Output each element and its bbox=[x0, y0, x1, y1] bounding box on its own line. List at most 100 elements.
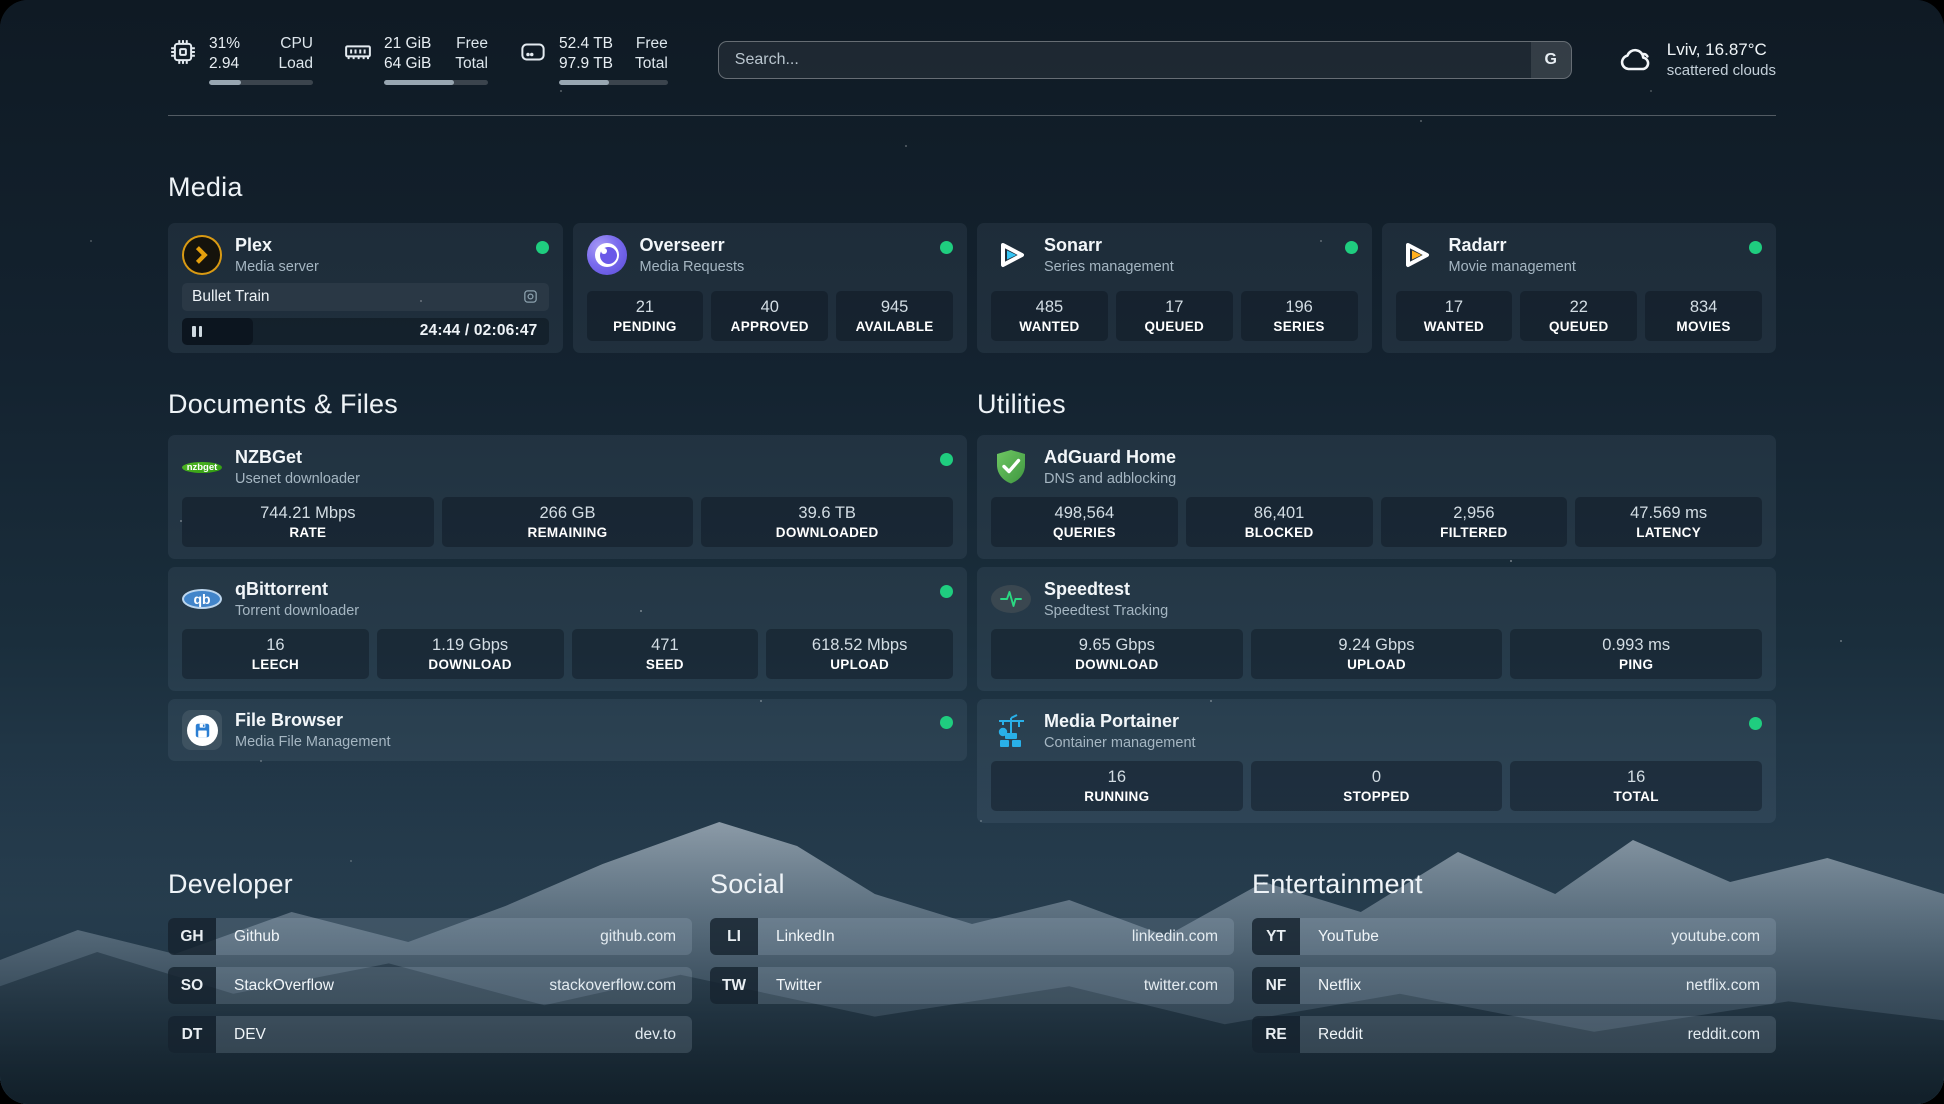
stat-box: 22 QUEUED bbox=[1520, 291, 1638, 342]
now-playing-icon[interactable] bbox=[522, 288, 539, 305]
stat-value: 498,564 bbox=[1054, 504, 1115, 523]
playback-progress-fill bbox=[182, 317, 254, 345]
stat-box: 16 TOTAL bbox=[1510, 761, 1762, 812]
bookmark-url: reddit.com bbox=[1687, 1025, 1760, 1043]
bookmark-name: LinkedIn bbox=[776, 927, 835, 945]
bookmark-url: linkedin.com bbox=[1131, 927, 1218, 945]
stat-label: LEECH bbox=[251, 656, 299, 672]
search-engine-button[interactable]: G bbox=[1530, 41, 1571, 78]
overseerr-card[interactable]: Overseerr Media Requests 21 PENDING 40 A… bbox=[572, 223, 967, 354]
sonarr-card[interactable]: Sonarr Series management 485 WANTED 17 Q… bbox=[977, 223, 1372, 354]
bookmark-twitter[interactable]: TW Twitter twitter.com bbox=[710, 967, 1234, 1005]
pause-icon[interactable] bbox=[192, 325, 202, 337]
qbittorrent-card[interactable]: qb qBittorrent Torrent downloader 16 LEE… bbox=[168, 567, 967, 692]
stat-box: 47.569 ms LATENCY bbox=[1575, 497, 1762, 548]
memory-progress-track bbox=[384, 80, 488, 86]
bookmark-abbr: GH bbox=[168, 918, 216, 956]
stat-label: TOTAL bbox=[1613, 789, 1659, 805]
section-title-media: Media bbox=[168, 172, 243, 203]
stat-value: 618.52 Mbps bbox=[811, 635, 908, 654]
disk-values: 52.4 TB 97.9 TB bbox=[559, 35, 614, 73]
bookmark-url: dev.to bbox=[634, 1025, 676, 1043]
bookmark-url: twitter.com bbox=[1143, 976, 1218, 994]
stat-label: DOWNLOAD bbox=[428, 656, 512, 672]
bookmark-stackoverflow[interactable]: SO StackOverflow stackoverflow.com bbox=[168, 967, 692, 1005]
service-description: Media server bbox=[235, 258, 319, 275]
speedtest-card[interactable]: Speedtest Speedtest Tracking 9.65 Gbps D… bbox=[977, 567, 1776, 692]
overseerr-icon bbox=[586, 235, 627, 275]
stat-label: BLOCKED bbox=[1244, 525, 1314, 541]
stat-label: QUERIES bbox=[1052, 525, 1116, 541]
radarr-card[interactable]: Radarr Movie management 17 WANTED 22 QUE… bbox=[1381, 223, 1776, 354]
stat-box: 834 MOVIES bbox=[1645, 291, 1762, 342]
stat-box: 0.993 ms PING bbox=[1510, 628, 1762, 679]
stat-label: LATENCY bbox=[1636, 525, 1702, 541]
stat-box: 744.21 Mbps RATE bbox=[182, 496, 434, 547]
bookmark-name: DEV bbox=[234, 1025, 266, 1043]
utilities-column: Utilities bbox=[977, 389, 1776, 824]
stat-label: MOVIES bbox=[1676, 319, 1731, 335]
stat-value: 86,401 bbox=[1253, 504, 1305, 523]
bookmark-abbr: YT bbox=[1252, 918, 1300, 956]
playback-progress-bar[interactable]: 24:44 / 02:06:47 bbox=[182, 317, 549, 345]
nzbget-card[interactable]: nzbget NZBGet Usenet downloader 744.21 M… bbox=[168, 435, 967, 560]
stat-value: 47.569 ms bbox=[1630, 504, 1708, 523]
system-stats: 31% 2.94 CPU Load bbox=[168, 34, 668, 86]
adguard-card[interactable]: AdGuard Home DNS and adblocking 498,564 … bbox=[977, 435, 1776, 560]
stat-value: 9.65 Gbps bbox=[1078, 635, 1155, 654]
bookmark-youtube[interactable]: YT YouTube youtube.com bbox=[1252, 918, 1776, 956]
filebrowser-card[interactable]: File Browser Media File Management bbox=[168, 699, 967, 762]
bookmark-dev[interactable]: DT DEV dev.to bbox=[168, 1016, 692, 1054]
bookmark-abbr: TW bbox=[710, 967, 758, 1005]
weather-condition: scattered clouds bbox=[1666, 62, 1776, 80]
stat-value: 16 bbox=[1626, 768, 1646, 787]
bookmark-name: Reddit bbox=[1318, 1025, 1363, 1043]
stat-value: 17 bbox=[1165, 298, 1184, 317]
radarr-icon bbox=[1396, 235, 1436, 275]
disk-progress-track bbox=[559, 80, 668, 86]
status-dot bbox=[940, 585, 953, 599]
filebrowser-icon bbox=[182, 710, 222, 751]
stat-value: 485 bbox=[1035, 298, 1064, 317]
stat-label: WANTED bbox=[1423, 319, 1485, 335]
stat-label: AVAILABLE bbox=[855, 319, 934, 335]
memory-values: 21 GiB 64 GiB bbox=[384, 35, 432, 73]
bookmark-reddit[interactable]: RE Reddit reddit.com bbox=[1252, 1016, 1776, 1054]
stat-box: 39.6 TB DOWNLOADED bbox=[701, 496, 953, 547]
service-name: Radarr bbox=[1448, 235, 1507, 256]
stat-label: RUNNING bbox=[1084, 789, 1150, 805]
bookmark-netflix[interactable]: NF Netflix netflix.com bbox=[1252, 967, 1776, 1005]
section-title-social: Social bbox=[710, 869, 785, 900]
stat-label: QUEUED bbox=[1144, 319, 1205, 335]
bookmark-url: github.com bbox=[600, 927, 676, 945]
stat-box: 9.65 Gbps DOWNLOAD bbox=[991, 628, 1243, 679]
bookmark-url: youtube.com bbox=[1671, 927, 1760, 945]
stat-value: 0.993 ms bbox=[1602, 635, 1671, 654]
stat-label: APPROVED bbox=[730, 319, 809, 335]
service-description: Usenet downloader bbox=[235, 470, 360, 487]
plex-card[interactable]: Plex Media server Bullet Train bbox=[168, 223, 563, 354]
bookmark-linkedin[interactable]: LI LinkedIn linkedin.com bbox=[710, 918, 1234, 956]
section-title-developer: Developer bbox=[168, 869, 293, 900]
disk-labels: Free Total bbox=[635, 35, 668, 73]
cpu-values: 31% 2.94 bbox=[209, 35, 241, 73]
service-description: Media Requests bbox=[639, 258, 745, 275]
stat-label: DOWNLOAD bbox=[1075, 656, 1159, 672]
memory-stat: 21 GiB 64 GiB Free Total bbox=[343, 34, 488, 86]
service-description: Series management bbox=[1044, 259, 1174, 276]
portainer-card[interactable]: Media Portainer Container management 16 … bbox=[977, 699, 1776, 824]
section-title-utilities: Utilities bbox=[977, 389, 1066, 420]
stat-box: 471 SEED bbox=[571, 628, 759, 679]
status-dot bbox=[1344, 241, 1358, 255]
search-input[interactable] bbox=[718, 41, 1531, 78]
stat-label: REMAINING bbox=[527, 524, 608, 540]
bookmark-github[interactable]: GH Github github.com bbox=[168, 918, 692, 956]
stat-value: 17 bbox=[1444, 298, 1464, 317]
stat-label: PENDING bbox=[613, 319, 677, 335]
stat-box: 0 STOPPED bbox=[1250, 761, 1503, 812]
plex-icon bbox=[182, 235, 222, 275]
now-playing-title: Bullet Train bbox=[192, 287, 270, 305]
status-dot bbox=[1749, 717, 1762, 731]
status-dot bbox=[1749, 241, 1762, 255]
memory-progress-fill bbox=[384, 80, 454, 86]
